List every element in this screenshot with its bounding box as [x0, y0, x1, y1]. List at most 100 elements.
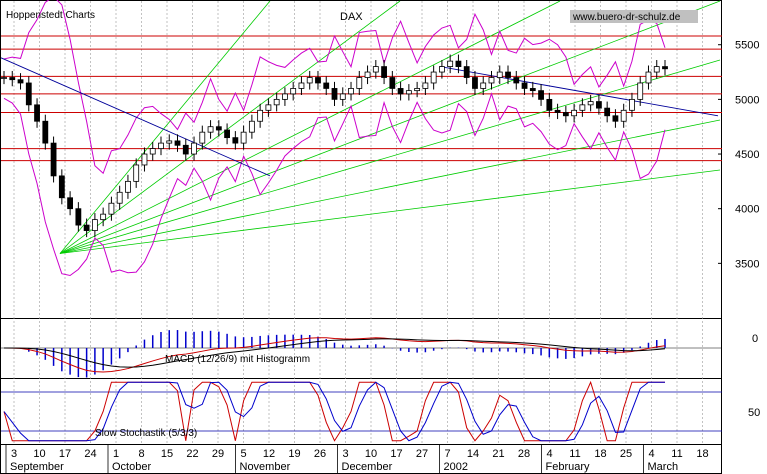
x-month-label: March: [648, 461, 679, 473]
x-tick-label: 27: [416, 448, 428, 460]
macd-line: [3, 337, 666, 373]
candle-body: [496, 71, 503, 78]
candle-body: [562, 112, 569, 117]
downtrend-line: [0, 57, 271, 177]
candle-body: [182, 144, 189, 155]
chart-title: DAX: [340, 11, 363, 23]
candle-body: [290, 88, 297, 95]
candle-body: [604, 107, 611, 117]
candle-body: [389, 77, 396, 89]
y-tick-label: 4000: [735, 204, 759, 216]
x-tick-label: 15: [161, 448, 173, 460]
candle-body: [315, 77, 321, 84]
candle-body: [587, 101, 594, 106]
candle-body: [248, 120, 255, 133]
candle-body: [108, 202, 115, 215]
x-month-label: February: [546, 461, 591, 473]
bollinger-bands: [3, 0, 666, 277]
candle-body: [637, 82, 644, 100]
candle-body: [439, 66, 445, 73]
candle-body: [480, 82, 487, 89]
y-tick-label: 5500: [735, 40, 759, 52]
vertical-gridlines: [13, 1, 703, 444]
candle-body: [9, 77, 16, 81]
fan-line: [59, 0, 401, 254]
watermark: www.buero-dr-schulz.de: [572, 12, 681, 23]
stoch-y-tick-label: 50: [748, 407, 760, 419]
candle-body: [50, 142, 57, 177]
candle-body: [224, 129, 230, 139]
fan-line: [59, 59, 721, 254]
x-tick-label: 8: [138, 448, 144, 460]
candle-body: [571, 109, 578, 117]
x-tick-label: 22: [186, 448, 198, 460]
candle-body: [620, 109, 627, 122]
x-tick-label: 26: [314, 448, 326, 460]
candle-body: [199, 131, 206, 144]
candle-body: [339, 93, 346, 100]
candle-body: [529, 88, 536, 92]
candle-body: [83, 224, 90, 231]
x-tick-label: 28: [518, 448, 530, 460]
watermark-box: [570, 10, 698, 23]
fan-line: [59, 0, 271, 254]
candle-body: [612, 115, 619, 122]
stochastic-indicator: [1, 380, 722, 442]
x-tick-label: 21: [492, 448, 504, 460]
x-tick-label: 5: [240, 448, 246, 460]
x-tick-label: 1: [113, 448, 119, 460]
x-tick-label: 7: [444, 448, 450, 460]
candle-body: [141, 153, 148, 166]
candle-body: [34, 104, 40, 122]
candle-body: [521, 82, 528, 89]
candle-body: [149, 148, 156, 155]
candle-body: [100, 213, 107, 221]
bollinger-upper: [3, 0, 666, 175]
macd-panel-frame: [0, 318, 722, 379]
downtrend-line-2: [439, 66, 719, 117]
x-tick-label: 14: [467, 448, 479, 460]
candle-body: [1, 77, 7, 79]
x-tick-label: 11: [671, 448, 682, 460]
candle-body: [240, 131, 247, 144]
candle-body: [653, 66, 660, 73]
candle-body: [265, 104, 272, 111]
candle-body: [356, 77, 363, 89]
candle-body: [455, 60, 462, 67]
candle-body: [91, 219, 98, 231]
candle-body: [125, 180, 131, 193]
candle-body: [513, 77, 520, 84]
candle-body: [430, 71, 437, 84]
candle-body: [158, 142, 164, 149]
candle-body: [331, 88, 338, 100]
candle-body: [207, 126, 214, 133]
candle-body: [166, 140, 173, 144]
x-month-label: October: [112, 461, 151, 473]
y-axis-labels: 3500 4000 4500 5000 5500 0 50: [718, 40, 760, 419]
candle-body: [538, 90, 544, 100]
x-axis-labels: 3 10 17 24 1 8 15 22 29 5 12 19 26 3 10 17 27 7 14 21 28 4 11 1…: [5, 445, 709, 473]
bollinger-lower: [3, 92, 666, 277]
x-tick-label: 4: [546, 448, 552, 460]
fan-line: [59, 0, 561, 254]
y-tick-label: 3500: [735, 258, 759, 270]
price-candles: [1, 54, 668, 238]
candle-body: [133, 164, 140, 182]
macd-signal-line: [3, 338, 666, 368]
candle-body: [372, 66, 379, 73]
x-tick-label: 12: [263, 448, 275, 460]
fan-line: [59, 169, 721, 254]
candle-body: [505, 71, 511, 78]
chart-source-title: Hoppenstedt Charts: [6, 10, 95, 21]
candle-body: [257, 109, 264, 122]
candle-body: [42, 120, 49, 144]
x-tick-label: 11: [569, 448, 580, 460]
x-tick-label: 10: [365, 448, 377, 460]
candle-body: [298, 82, 305, 89]
candle-body: [348, 88, 354, 95]
candle-body: [579, 104, 586, 111]
candle-body: [364, 71, 371, 78]
candle-body: [174, 140, 181, 146]
x-month-label: 2002: [444, 461, 468, 473]
